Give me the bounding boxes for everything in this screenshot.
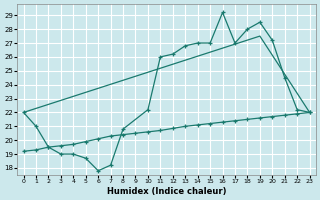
X-axis label: Humidex (Indice chaleur): Humidex (Indice chaleur) (107, 187, 226, 196)
